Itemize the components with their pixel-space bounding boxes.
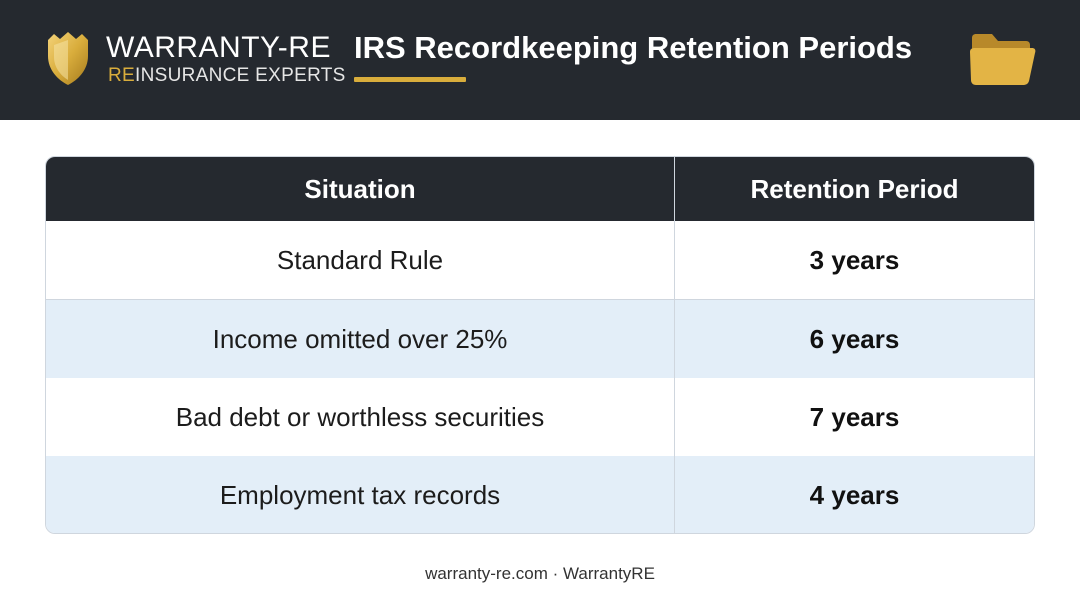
retention-period-cell: 4 years — [809, 480, 900, 510]
title-underline — [354, 77, 466, 82]
table-row: Employment tax records 4 years — [46, 456, 1034, 533]
table-row: Income omitted over 25% 6 years — [46, 300, 1034, 378]
retention-period-cell: 3 years — [809, 245, 900, 275]
column-divider — [674, 157, 675, 533]
brand-subtitle-rest: INSURANCE EXPERTS — [135, 65, 346, 86]
table-row: Standard Rule 3 years — [46, 221, 1034, 299]
folder-icon — [970, 34, 1036, 85]
header-situation: Situation — [304, 174, 416, 204]
situation-cell: Income omitted over 25% — [212, 324, 508, 354]
retention-table: Situation Retention Period Standard Rule… — [45, 156, 1035, 534]
brand-name: WARRANTY-RE — [106, 31, 331, 64]
row-divider — [46, 299, 1034, 300]
brand-subtitle-accent: RE — [108, 65, 135, 86]
situation-cell: Standard Rule — [276, 245, 444, 275]
brand-subtitle: REINSURANCE EXPERTS — [108, 64, 346, 88]
footer-text: warranty-re.com · WarrantyRE — [425, 564, 655, 583]
retention-period-cell: 7 years — [809, 402, 900, 432]
situation-cell: Employment tax records — [219, 480, 501, 510]
shield-crest-icon — [48, 32, 88, 85]
table-header-row: Situation Retention Period — [46, 157, 1034, 221]
header-retention-period: Retention Period — [750, 174, 959, 204]
table-row: Bad debt or worthless securities 7 years — [46, 378, 1034, 456]
retention-period-cell: 6 years — [809, 324, 900, 354]
header-bar: WARRANTY-RE REINSURANCE EXPERTS IRS Reco… — [0, 0, 1080, 120]
page-title: IRS Recordkeeping Retention Periods — [354, 30, 913, 65]
situation-cell: Bad debt or worthless securities — [175, 402, 545, 432]
